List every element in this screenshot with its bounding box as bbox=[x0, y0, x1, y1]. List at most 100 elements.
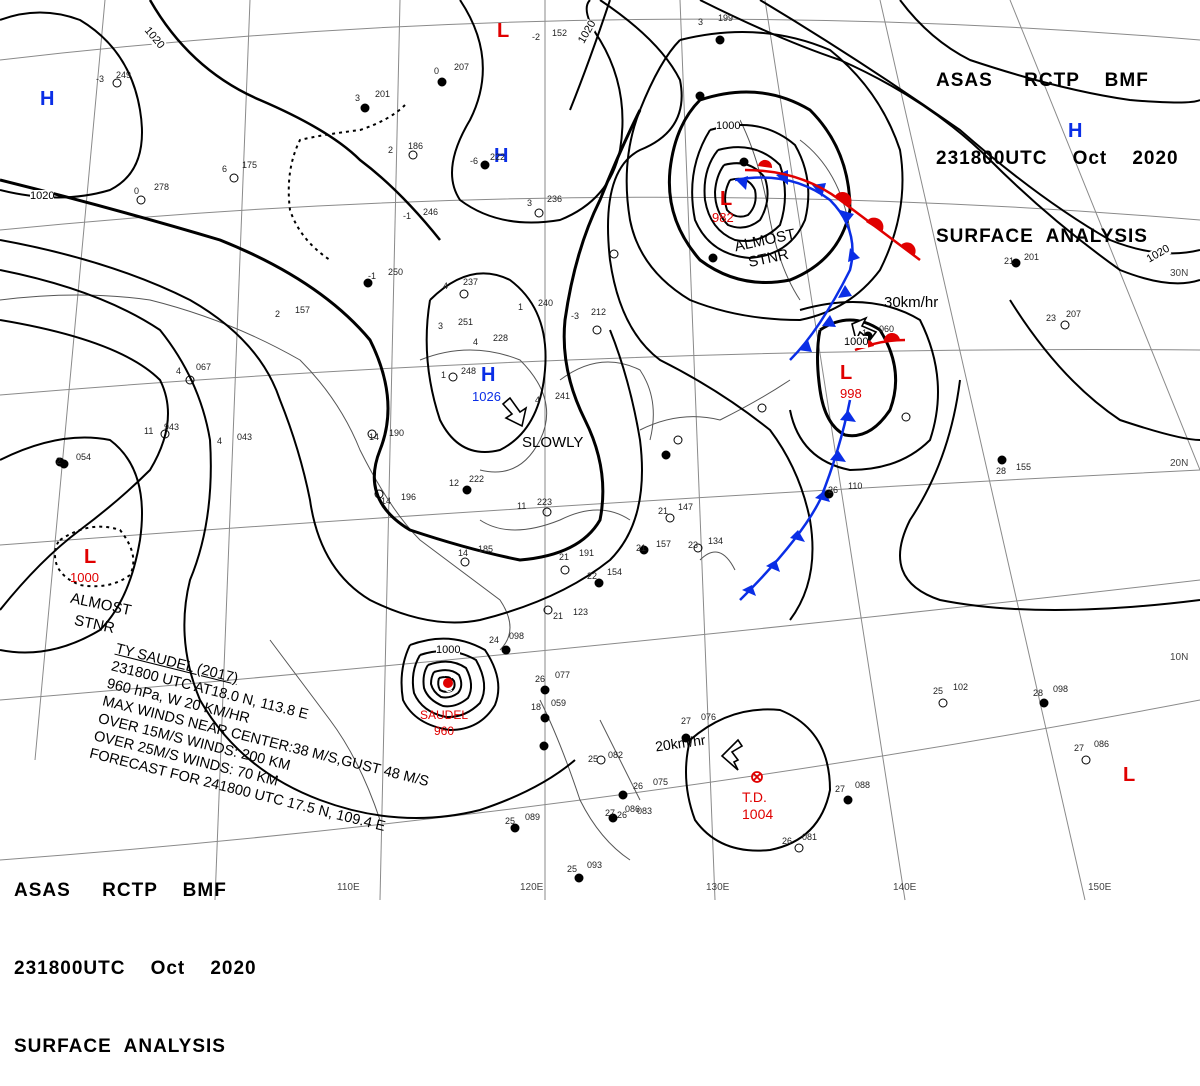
station-pressure: 228 bbox=[493, 333, 509, 343]
station-temp: 26 bbox=[535, 674, 546, 684]
high-center-1026: H bbox=[481, 364, 496, 386]
station-pressure: 054 bbox=[76, 452, 92, 462]
station-temp: 26 bbox=[633, 781, 644, 791]
station-pressure: 278 bbox=[154, 182, 170, 192]
lon-label: 150E bbox=[1088, 882, 1112, 893]
station-pressure: 083 bbox=[637, 806, 653, 816]
station-temp: 1 bbox=[518, 302, 524, 312]
station-pressure: 196 bbox=[401, 492, 417, 502]
station-temp: 25 bbox=[567, 864, 578, 874]
low-center-se: L bbox=[1123, 764, 1136, 786]
station-pressure: 201 bbox=[375, 89, 391, 99]
station-pressure: 241 bbox=[555, 391, 571, 401]
station-temp: 3 bbox=[527, 198, 533, 208]
station-pressure: 237 bbox=[463, 277, 479, 287]
station-pressure: 098 bbox=[509, 631, 525, 641]
station-temp: 21 bbox=[658, 506, 669, 516]
lon-label: 130E bbox=[706, 882, 730, 893]
station-temp: 11 bbox=[144, 426, 154, 436]
station-pressure: 223 bbox=[537, 497, 553, 507]
station-pressure: 212 bbox=[591, 307, 607, 317]
station-temp: 21 bbox=[1004, 256, 1015, 266]
station-pressure: 098 bbox=[1053, 684, 1069, 694]
high-value-1026: 1026 bbox=[472, 389, 501, 404]
station-temp: 24 bbox=[489, 635, 500, 645]
station-temp: 12 bbox=[449, 478, 460, 488]
station-temp: 28 bbox=[1033, 688, 1044, 698]
high-center-nw: H bbox=[40, 88, 55, 110]
warm-front bbox=[744, 159, 921, 352]
station-temp: 26 bbox=[617, 810, 628, 820]
footer-line-1: ASAS RCTP BMF bbox=[14, 880, 227, 901]
station-pressure: 199 bbox=[718, 13, 734, 23]
high-center-n: H bbox=[494, 145, 509, 167]
dashed-isobars bbox=[53, 104, 406, 588]
station-temp: 27 bbox=[1074, 743, 1085, 753]
low-value-998: 998 bbox=[840, 386, 862, 401]
station-temp: 26 bbox=[782, 836, 793, 846]
lat-label: 20N bbox=[1170, 458, 1189, 469]
station-temp: 22 bbox=[587, 571, 598, 581]
station-temp: 25 bbox=[933, 686, 944, 696]
station-temp: 14 bbox=[369, 432, 380, 442]
station-temp: 1 bbox=[441, 370, 447, 380]
station-pressure: 248 bbox=[461, 366, 477, 376]
header-title: ASAS RCTP BMF 231800UTC Oct 2020 SURFACE… bbox=[936, 16, 1179, 276]
station-temp: 4 bbox=[473, 337, 479, 347]
station-pressure: 186 bbox=[408, 141, 424, 151]
station-pressure: 175 bbox=[242, 160, 258, 170]
station-temp: 23 bbox=[1046, 313, 1057, 323]
weather-map bbox=[0, 0, 1200, 901]
tropical-depression-symbol bbox=[751, 771, 763, 783]
station-pressure: 207 bbox=[1066, 309, 1082, 319]
station-temp: 4 bbox=[217, 436, 223, 446]
station-temp: 6 bbox=[222, 164, 228, 174]
station-markers bbox=[55, 35, 1091, 883]
station-temp: 21 bbox=[559, 552, 570, 562]
station-temp: -3 bbox=[571, 311, 580, 321]
isobars bbox=[0, 0, 1200, 852]
footer-line-3: SURFACE ANALYSIS bbox=[14, 1036, 226, 1057]
footer-title: ASAS RCTP BMF 231800UTC Oct 2020 SURFACE… bbox=[14, 826, 257, 1086]
station-pressure: 155 bbox=[1016, 462, 1032, 472]
lat-label: 30N bbox=[1170, 268, 1189, 279]
station-pressure: 157 bbox=[295, 305, 311, 315]
cold-front bbox=[734, 170, 860, 601]
isobar-label: 1000 bbox=[436, 644, 461, 656]
station-pressure: 246 bbox=[423, 207, 439, 217]
station-temp: -2 bbox=[532, 32, 541, 42]
low-center-1000: L bbox=[84, 546, 97, 568]
speed-label-low998: 30km/hr bbox=[884, 294, 939, 311]
station-temp: 18 bbox=[531, 702, 542, 712]
typhoon-symbol bbox=[443, 673, 453, 693]
station-pressure: 250 bbox=[388, 267, 404, 277]
station-pressure: 134 bbox=[708, 536, 724, 546]
isobar-label: 1020 bbox=[30, 190, 55, 202]
isobar-label: 1000 bbox=[716, 120, 741, 132]
station-pressure: 102 bbox=[953, 682, 969, 692]
station-pressure: 077 bbox=[555, 670, 571, 680]
station-pressure: 076 bbox=[701, 712, 717, 722]
high-center-ne: H bbox=[1068, 120, 1083, 142]
lon-label: 110E bbox=[337, 882, 360, 893]
station-temp: -3 bbox=[96, 74, 105, 84]
header-line-2: 231800UTC Oct 2020 bbox=[936, 148, 1179, 169]
low-center-998: L bbox=[840, 362, 853, 384]
station-temp: 26 bbox=[828, 485, 839, 495]
station-pressure: 043 bbox=[237, 432, 253, 442]
typhoon-value-label: 960 bbox=[434, 724, 455, 738]
station-temp: 27 bbox=[835, 784, 846, 794]
station-pressure: 075 bbox=[653, 777, 669, 787]
lon-label: 140E bbox=[893, 882, 917, 893]
lon-label: 120E bbox=[520, 882, 544, 893]
station-pressure: 086 bbox=[625, 804, 641, 814]
station-temp: 21 bbox=[636, 543, 647, 553]
station-pressure: 147 bbox=[678, 502, 694, 512]
station-pressure: 249 bbox=[116, 70, 132, 80]
station-pressure: 152 bbox=[552, 28, 568, 38]
station-pressure: 251 bbox=[458, 317, 474, 327]
low-value-1000: 1000 bbox=[70, 570, 99, 585]
station-pressure: 201 bbox=[1024, 252, 1040, 262]
station-pressure: 110 bbox=[848, 481, 863, 491]
footer-line-2: 231800UTC Oct 2020 bbox=[14, 958, 257, 979]
